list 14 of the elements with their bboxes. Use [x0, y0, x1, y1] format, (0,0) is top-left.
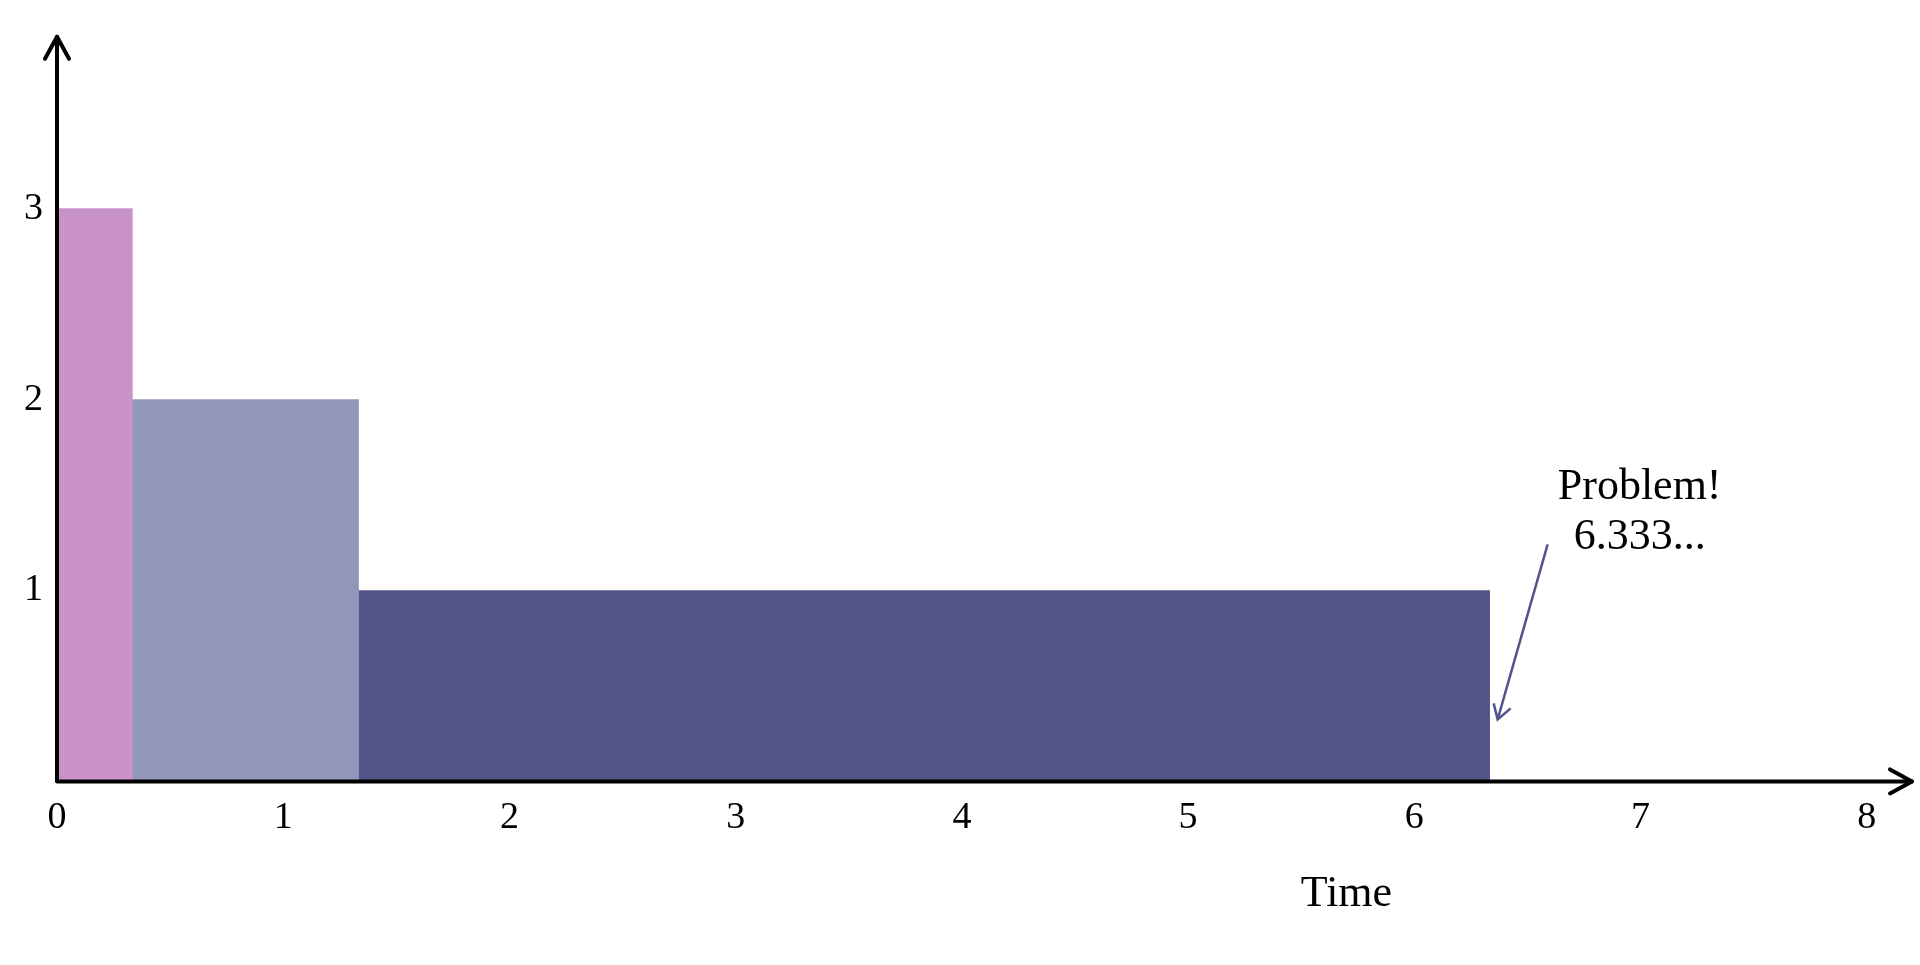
y-tick-label: 3	[24, 184, 43, 227]
x-tick-label: 1	[273, 794, 293, 837]
x-axis-title: Time	[1300, 867, 1393, 917]
x-tick-label: 4	[952, 794, 972, 837]
x-tick-label: 7	[1631, 794, 1651, 837]
annotation: Problem! 6.333...	[1557, 460, 1722, 560]
x-tick-label: 2	[499, 794, 519, 837]
y-tick-label: 2	[24, 375, 43, 418]
x-tick-label: 5	[1178, 794, 1198, 837]
x-tick-label: 3	[726, 794, 746, 837]
x-tick-label: 0	[47, 794, 67, 837]
x-tick-label: 8	[1857, 794, 1877, 837]
y-tick-label: 1	[24, 566, 43, 609]
x-tick-label: 6	[1404, 794, 1424, 837]
